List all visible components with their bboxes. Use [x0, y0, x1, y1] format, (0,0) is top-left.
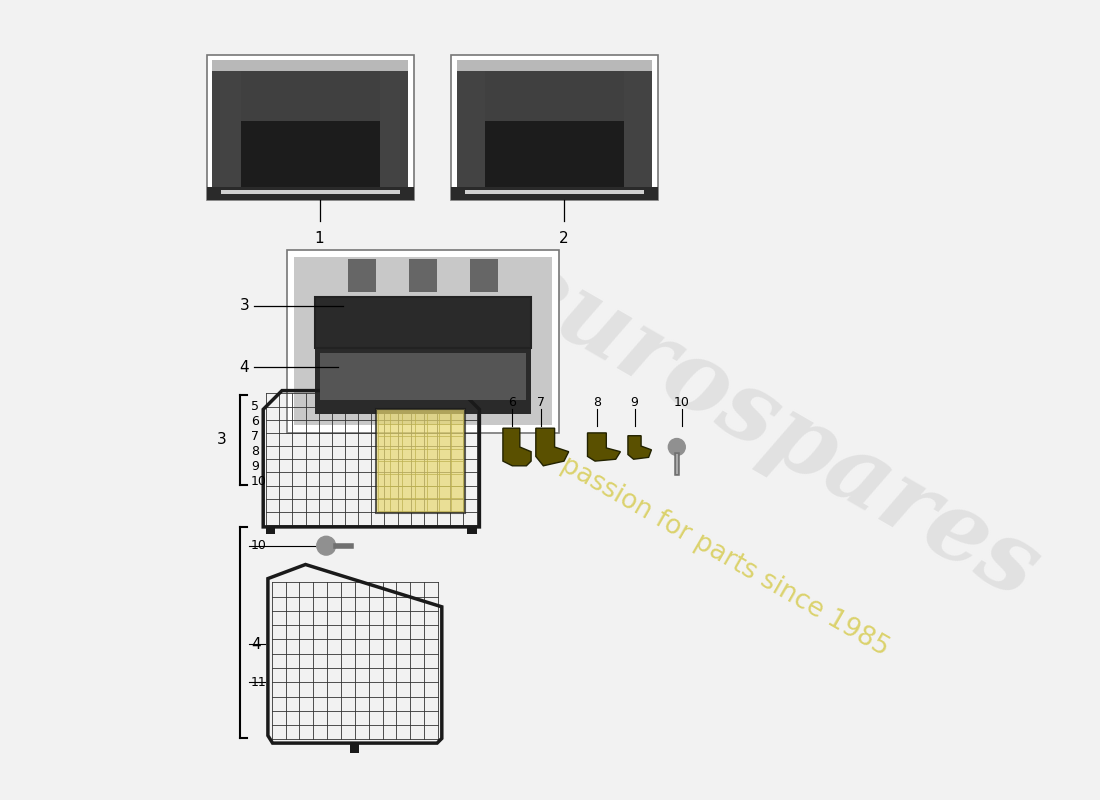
Bar [624, 60, 652, 194]
Text: 3: 3 [240, 298, 249, 314]
Text: 2: 2 [559, 230, 569, 246]
Bar [266, 527, 275, 534]
Circle shape [669, 438, 685, 455]
Polygon shape [628, 436, 651, 459]
Bar [207, 54, 414, 200]
Bar [320, 353, 527, 400]
Bar [456, 60, 652, 194]
Polygon shape [587, 433, 620, 461]
Bar [287, 250, 559, 433]
Bar [451, 187, 658, 200]
Text: 10: 10 [673, 397, 690, 410]
Bar [468, 527, 476, 534]
Polygon shape [503, 428, 531, 466]
Text: 4: 4 [251, 637, 261, 652]
Bar [348, 259, 376, 292]
Text: 10: 10 [251, 475, 267, 488]
Bar [207, 187, 414, 200]
Bar [470, 259, 498, 292]
Text: a passion for parts since 1985: a passion for parts since 1985 [536, 439, 893, 662]
Text: 8: 8 [593, 397, 601, 410]
Polygon shape [536, 428, 569, 466]
Text: 5: 5 [251, 400, 258, 413]
Bar [376, 410, 465, 513]
Text: 4: 4 [240, 359, 249, 374]
Bar [456, 60, 652, 71]
Text: 9: 9 [251, 460, 258, 474]
Text: 7: 7 [537, 397, 544, 410]
Bar [485, 70, 624, 121]
Bar [315, 297, 531, 414]
Bar [294, 257, 552, 426]
Bar [212, 60, 241, 194]
Bar [212, 60, 408, 71]
Bar [456, 60, 485, 194]
Text: 6: 6 [508, 397, 516, 410]
Text: 11: 11 [251, 675, 266, 689]
Bar [212, 60, 408, 194]
Text: 9: 9 [630, 397, 638, 410]
Bar [241, 70, 380, 121]
Text: 3: 3 [217, 433, 227, 447]
Text: 1: 1 [315, 230, 324, 246]
Text: 8: 8 [251, 446, 258, 458]
Text: eurospares: eurospares [486, 237, 1055, 619]
Bar [465, 190, 644, 194]
Bar [350, 743, 359, 753]
Bar [409, 259, 437, 292]
Bar [451, 54, 658, 200]
Circle shape [317, 536, 336, 555]
Text: 7: 7 [251, 430, 258, 443]
Bar [221, 190, 399, 194]
Text: 10: 10 [251, 539, 267, 552]
Text: 6: 6 [251, 415, 258, 428]
Bar [379, 60, 408, 194]
Bar [315, 297, 531, 348]
